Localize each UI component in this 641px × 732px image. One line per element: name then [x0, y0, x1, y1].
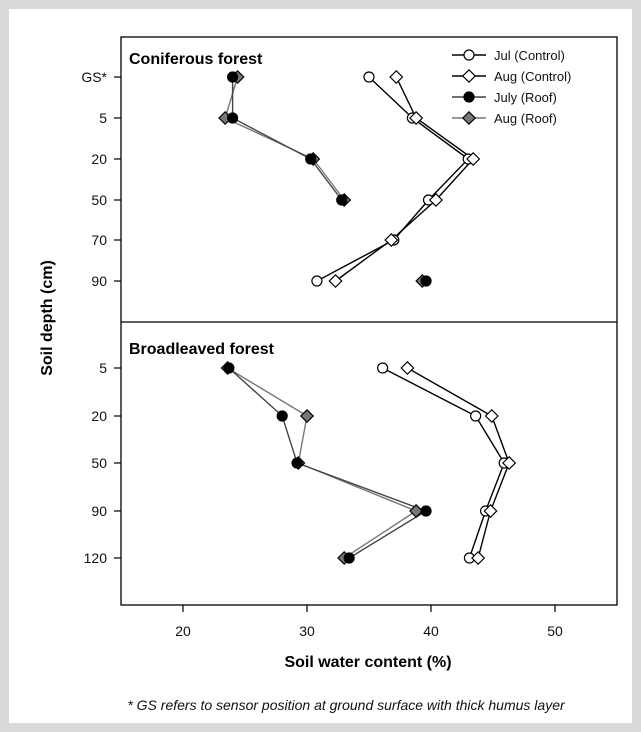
y-tick-label: 20	[91, 408, 107, 424]
y-axis-title: Soil depth (cm)	[39, 260, 56, 376]
data-point	[223, 362, 235, 374]
data-point	[470, 410, 482, 422]
data-point	[420, 275, 432, 287]
footnote: * GS refers to sensor position at ground…	[127, 697, 566, 713]
legend-label: Jul (Control)	[494, 48, 565, 63]
legend-marker	[461, 110, 477, 126]
figure-background	[9, 9, 632, 723]
x-tick-label: 40	[423, 623, 439, 639]
series-line	[335, 76, 475, 282]
data-point	[389, 69, 404, 85]
x-tick-label: 50	[547, 623, 563, 639]
panel-title: Broadleaved forest	[129, 341, 275, 358]
data-point	[343, 552, 355, 564]
legend-label: July (Roof)	[494, 90, 557, 105]
data-point	[428, 192, 444, 208]
data-point	[466, 151, 481, 167]
plot-border	[120, 36, 618, 606]
data-point	[484, 408, 499, 424]
legend-label: Aug (Roof)	[494, 111, 557, 126]
y-tick-label: 20	[91, 151, 107, 167]
x-axis-title: Soil water content (%)	[284, 654, 451, 671]
legend-marker	[461, 68, 477, 84]
data-point	[384, 232, 399, 248]
y-tick-label: 5	[99, 360, 107, 376]
data-point	[328, 273, 343, 289]
data-point	[409, 110, 424, 126]
data-point	[299, 408, 315, 424]
y-tick-label: 5	[99, 110, 107, 126]
data-point	[276, 410, 288, 422]
data-point	[483, 503, 498, 519]
legend-label: Aug (Control)	[494, 69, 571, 84]
data-point	[420, 505, 432, 517]
data-point	[291, 457, 303, 469]
data-point	[227, 71, 239, 83]
y-tick-label: GS*	[81, 69, 107, 85]
x-tick-label: 20	[175, 623, 191, 639]
legend-marker	[463, 49, 475, 61]
panel-title: Coniferous forest	[129, 51, 263, 68]
legend-marker	[463, 91, 475, 103]
series-line	[231, 77, 343, 201]
series-line	[224, 76, 345, 201]
y-tick-label: 90	[91, 503, 107, 519]
data-point	[471, 550, 486, 566]
data-point	[502, 455, 517, 471]
y-tick-label: 120	[84, 550, 108, 566]
data-point	[305, 153, 317, 165]
data-point	[400, 360, 415, 376]
y-tick-label: 70	[91, 232, 107, 248]
x-tick-label: 30	[299, 623, 315, 639]
data-point	[311, 275, 323, 287]
y-tick-label: 50	[91, 192, 107, 208]
data-point	[363, 71, 375, 83]
y-tick-label: 50	[91, 455, 107, 471]
data-point	[377, 362, 389, 374]
data-point	[336, 194, 348, 206]
y-tick-label: 90	[91, 273, 107, 289]
data-point	[409, 503, 424, 519]
data-point	[227, 112, 239, 124]
